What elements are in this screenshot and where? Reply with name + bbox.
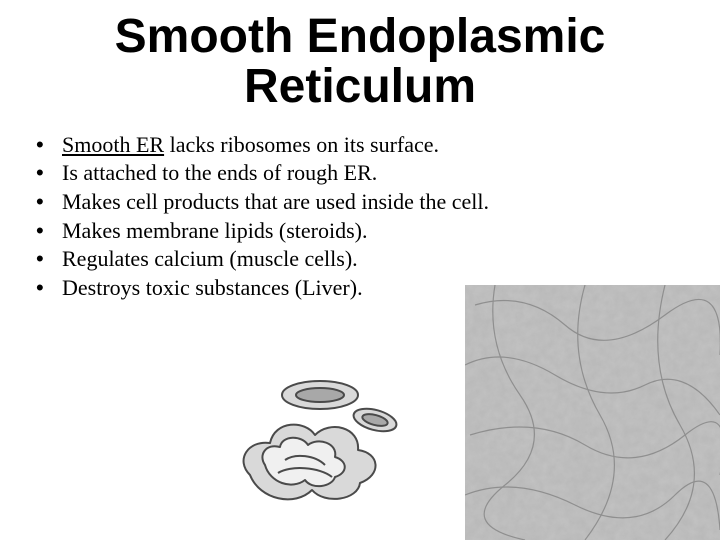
- bullet-list: Smooth ER lacks ribosomes on its surface…: [0, 131, 720, 303]
- bullet-item: Makes membrane lipids (steroids).: [30, 217, 720, 246]
- bullet-item: Makes cell products that are used inside…: [30, 188, 720, 217]
- bullet-underlined-prefix: Smooth ER: [62, 132, 164, 157]
- bullet-text: Is attached to the ends of rough ER.: [62, 160, 377, 185]
- bullet-text: Regulates calcium (muscle cells).: [62, 246, 358, 271]
- bullet-item: Regulates calcium (muscle cells).: [30, 245, 720, 274]
- bullet-text: Makes cell products that are used inside…: [62, 189, 489, 214]
- page-title: Smooth Endoplasmic Reticulum: [0, 0, 720, 113]
- bullet-item: Is attached to the ends of rough ER.: [30, 159, 720, 188]
- ser-illustration: [230, 365, 410, 515]
- bullet-text: lacks ribosomes on its surface.: [164, 132, 439, 157]
- bullet-text: Makes membrane lipids (steroids).: [62, 218, 368, 243]
- bullet-item: Smooth ER lacks ribosomes on its surface…: [30, 131, 720, 160]
- micrograph-image: [465, 285, 720, 540]
- bullet-text: Destroys toxic substances (Liver).: [62, 275, 363, 300]
